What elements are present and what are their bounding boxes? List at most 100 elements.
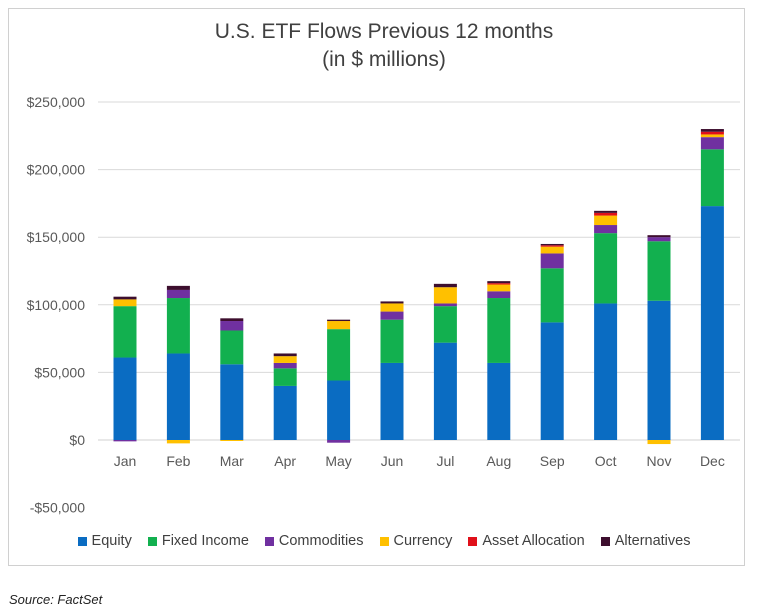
bar-segment-equity	[113, 357, 137, 440]
legend-swatch	[379, 536, 389, 546]
x-tick-label: Mar	[220, 453, 244, 469]
bar-segment-fixed-income	[433, 306, 457, 343]
legend-swatch	[600, 536, 610, 546]
bar-segment-fixed-income	[700, 149, 724, 207]
legend-item: Alternatives	[600, 533, 690, 549]
bar-segment-currency	[327, 321, 351, 330]
x-tick-label: Oct	[595, 453, 617, 469]
legend-swatch	[147, 536, 157, 546]
y-tick-label: $200,000	[27, 162, 86, 178]
legend-swatch	[77, 536, 87, 546]
bar-segment-alternatives	[487, 281, 511, 284]
y-tick-label: $250,000	[27, 94, 86, 110]
y-tick-label: -$50,000	[30, 500, 85, 516]
x-tick-label: Nov	[647, 453, 672, 469]
bar-segment-currency	[220, 440, 244, 441]
bar-segment-alternatives	[380, 301, 404, 304]
bar-segment-asset-allocation	[700, 131, 724, 135]
x-tick-label: Dec	[700, 453, 725, 469]
bar-segment-fixed-income	[113, 306, 137, 358]
legend-item: Fixed Income	[147, 533, 249, 549]
x-tick-label: Jan	[114, 453, 137, 469]
bar-segment-fixed-income	[487, 298, 511, 363]
bar-segment-equity	[487, 362, 511, 440]
bar-segment-alternatives	[433, 283, 457, 288]
bar-segment-commodities	[647, 237, 671, 242]
bar-segment-currency	[166, 440, 190, 444]
bar-segment-currency	[647, 440, 671, 445]
bar-segment-commodities	[594, 225, 618, 234]
bar-segment-commodities	[327, 440, 351, 443]
bar-segment-fixed-income	[327, 329, 351, 381]
x-tick-label: Jun	[381, 453, 404, 469]
bar-segment-equity	[700, 206, 724, 440]
source-note: Source: FactSet	[9, 592, 103, 607]
bar-segment-commodities	[700, 137, 724, 150]
bar-segment-equity	[380, 362, 404, 440]
bar-segment-currency	[700, 134, 724, 138]
legend-label: Currency	[393, 533, 453, 549]
bar-segment-equity	[327, 380, 351, 440]
subtitle-line: (in $ millions)	[322, 48, 446, 71]
bar-segment-alternatives	[273, 353, 297, 357]
legend-swatch	[468, 536, 478, 546]
bar-segment-alternatives	[647, 235, 671, 238]
legend: Equity Fixed Income Commodities Currency Ass…	[0, 533, 768, 549]
legend-label: Equity	[91, 533, 132, 549]
bar-segment-fixed-income	[273, 368, 297, 386]
legend-item: Commodities	[264, 533, 364, 549]
bar-segment-fixed-income	[220, 330, 244, 365]
bar-segment-asset-allocation	[594, 212, 618, 216]
bar-segment-alternatives	[220, 318, 244, 322]
legend-label: Commodities	[278, 533, 364, 549]
bar-segment-asset-allocation	[540, 245, 564, 247]
bar-segment-equity	[273, 385, 297, 440]
bar-segment-commodities	[540, 253, 564, 269]
bar-segment-currency	[487, 284, 511, 292]
bar-segment-alternatives	[540, 243, 564, 246]
bar-segment-alternatives	[327, 319, 351, 322]
x-tick-label: Sep	[540, 453, 565, 469]
bar-segment-equity	[220, 364, 244, 440]
bar-segment-alternatives	[594, 210, 618, 213]
chart-title: U.S. ETF Flows Previous 12 months (in $ …	[0, 18, 768, 74]
legend-item: Asset Allocation	[468, 533, 585, 549]
bar-segment-fixed-income	[380, 319, 404, 363]
legend-swatch	[264, 536, 274, 546]
bar-segment-equity	[433, 342, 457, 440]
y-tick-label: $100,000	[27, 297, 86, 313]
bar-segment-commodities	[220, 321, 244, 331]
bar-segment-currency	[113, 299, 137, 307]
bar-segment-alternatives	[113, 296, 137, 300]
bar-segment-commodities	[273, 362, 297, 369]
bar-segment-equity	[594, 303, 618, 440]
legend-item: Equity	[77, 533, 132, 549]
bar-segment-asset-allocation	[487, 283, 511, 285]
legend-label: Fixed Income	[161, 533, 249, 549]
bar-segment-fixed-income	[166, 298, 190, 354]
bar-segment-commodities	[433, 303, 457, 307]
bar-segment-fixed-income	[647, 241, 671, 301]
x-tick-label: Jul	[436, 453, 454, 469]
bar-segment-fixed-income	[540, 268, 564, 323]
bar-segment-fixed-income	[594, 233, 618, 304]
bar-segment-equity	[540, 322, 564, 440]
bar-segment-currency	[273, 356, 297, 363]
x-tick-label: Apr	[274, 453, 296, 469]
bar-segment-commodities	[487, 291, 511, 299]
bar-segment-currency	[433, 287, 457, 304]
y-tick-label: $150,000	[27, 229, 86, 245]
y-tick-label: $50,000	[34, 364, 85, 380]
title-line: U.S. ETF Flows Previous 12 months	[214, 20, 554, 43]
bar-segment-currency	[380, 303, 404, 312]
bar-segment-commodities	[113, 440, 137, 442]
bar-segment-commodities	[380, 311, 404, 320]
bar-segment-alternatives	[166, 285, 190, 290]
bar-segment-equity	[166, 353, 190, 440]
x-tick-label: Feb	[166, 453, 190, 469]
bar-segment-equity	[647, 300, 671, 440]
legend-label: Asset Allocation	[482, 533, 585, 549]
chart-frame	[8, 8, 745, 566]
x-tick-label: Aug	[486, 453, 511, 469]
